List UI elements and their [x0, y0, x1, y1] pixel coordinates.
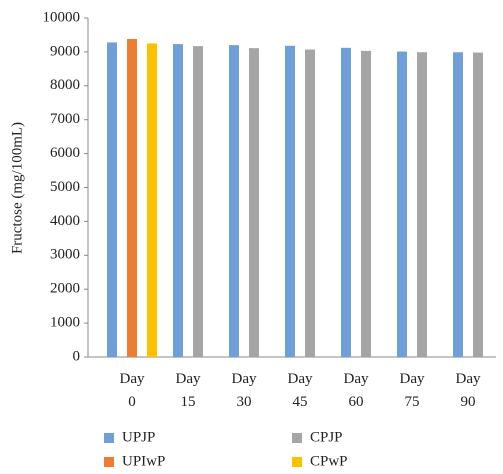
legend-swatch — [104, 433, 114, 443]
bar — [147, 43, 157, 358]
bar — [397, 51, 407, 357]
legend-label: UPIwP — [122, 453, 165, 469]
y-tick-label: 8000 — [50, 77, 80, 93]
legend-label: CPJP — [310, 429, 343, 445]
y-tick-label: 7000 — [50, 111, 80, 127]
y-tick-label: 0 — [73, 348, 81, 364]
y-tick-label: 6000 — [50, 145, 80, 161]
bar — [361, 50, 371, 358]
y-tick-label: 5000 — [50, 179, 80, 195]
bar — [341, 47, 351, 357]
y-tick-label: 2000 — [50, 281, 80, 297]
legend-label: UPJP — [122, 429, 155, 445]
x-tick-label: Day 60 — [344, 371, 369, 410]
x-tick-label: Day 30 — [232, 371, 257, 410]
legend-label: CPwP — [310, 453, 348, 469]
bar — [417, 52, 427, 357]
bar — [473, 52, 483, 357]
bar — [107, 42, 117, 358]
y-tick-label: 1000 — [50, 315, 80, 331]
bar — [229, 45, 239, 358]
bar — [453, 52, 463, 357]
x-tick-label: Day 75 — [400, 371, 425, 410]
x-tick-label: Day 0 — [120, 371, 145, 410]
x-tick-label: Day 45 — [288, 371, 313, 410]
bar — [285, 45, 295, 357]
legend-swatch — [292, 433, 302, 443]
y-tick-label: 10000 — [43, 9, 81, 25]
x-tick-label: Day 90 — [456, 371, 481, 410]
bar — [249, 48, 259, 358]
y-tick-label: 9000 — [50, 43, 80, 59]
legend-swatch — [104, 457, 114, 467]
bar — [173, 44, 183, 358]
bar — [193, 46, 203, 358]
x-tick-label: Day 15 — [176, 371, 201, 410]
y-tick-label: 4000 — [50, 213, 80, 229]
y-axis-title: Fructose (mg/100mL) — [9, 122, 25, 254]
y-tick-label: 3000 — [50, 247, 80, 263]
bar — [305, 49, 315, 357]
bar — [127, 39, 137, 357]
legend-swatch — [292, 457, 302, 467]
